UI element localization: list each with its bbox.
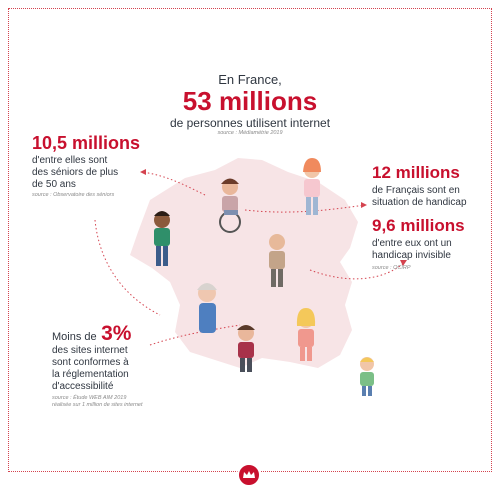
header-subline: de personnes utilisent internet: [169, 116, 331, 130]
crown-logo-icon: [243, 471, 255, 478]
header-source: source : Médiamétrie 2019: [217, 130, 283, 136]
handicap-text-line: situation de handicap: [372, 197, 467, 208]
person-icon: [269, 234, 285, 287]
seniors-figure: 10,5 millions: [32, 133, 141, 153]
accessibility-heading: Moins de 3%: [52, 322, 182, 346]
invisible-text: d'entre eux ont un handicap invisible: [372, 238, 492, 262]
invisible-text-line: d'entre eux ont un: [372, 238, 452, 249]
person-icon: [360, 357, 374, 396]
connector-lines: [94, 171, 406, 346]
seniors-text-line: des séniors de plus: [32, 167, 119, 178]
header-headline: 53 millions: [182, 86, 318, 116]
handicap-figure: 12 millions: [372, 163, 460, 182]
crown-logo: [237, 463, 261, 487]
accessibility-source-line: réalisée sur 1 million de sites internet: [52, 402, 143, 408]
invisible-text-line: handicap invisible: [372, 250, 451, 261]
accessibility-text-line: sont conformes à: [52, 357, 129, 368]
wheelchair-user-icon: [219, 178, 241, 233]
accessibility-text-line: d'accessibilité: [52, 381, 114, 392]
seniors-text-line: de 50 ans: [32, 179, 76, 190]
accessibility-prefix: Moins de: [52, 331, 97, 343]
accessibility-figure: 3%: [101, 322, 132, 345]
accessibility-text-line: des sites internet: [52, 345, 128, 356]
accessibility-text: des sites internet sont conformes à la r…: [52, 345, 182, 393]
person-icon: [154, 211, 170, 266]
header-intro: En France,: [218, 72, 282, 87]
person-icon: [303, 158, 321, 215]
seniors-text: d'entre elles sont des séniors de plus d…: [32, 155, 162, 191]
seniors-source: source : Observatoire des séniors: [32, 192, 115, 198]
person-icon: [296, 308, 316, 361]
person-icon: [197, 283, 217, 333]
seniors-text-line: d'entre elles sont: [32, 155, 108, 166]
invisible-source: source : OCIRP: [372, 265, 411, 271]
person-icon: [237, 325, 255, 372]
handicap-text: de Français sont en situation de handica…: [372, 185, 492, 209]
accessibility-source: source : Étude WEB AIM 2019 réalisée sur…: [52, 395, 212, 409]
accessibility-text-line: la réglementation: [52, 369, 129, 380]
handicap-text-line: de Français sont en: [372, 185, 460, 196]
invisible-figure: 9,6 millions: [372, 216, 465, 235]
accessibility-source-line: source : Étude WEB AIM 2019: [52, 395, 127, 401]
